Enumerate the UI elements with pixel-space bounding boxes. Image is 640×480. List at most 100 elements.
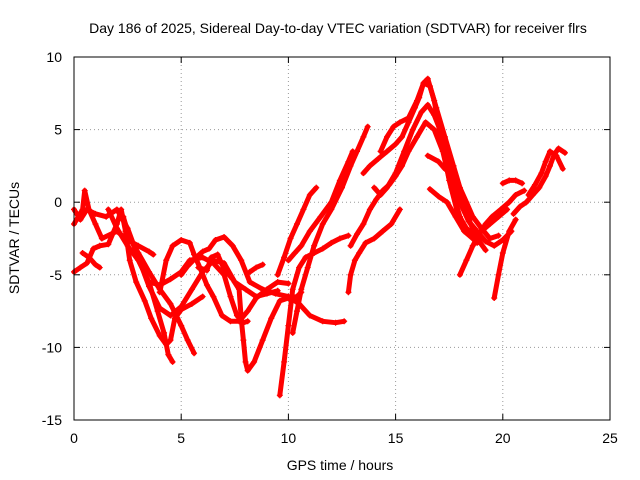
data-point xyxy=(285,280,292,287)
data-point xyxy=(77,264,84,271)
data-point xyxy=(450,162,457,169)
data-point xyxy=(193,254,200,261)
data-point xyxy=(546,148,553,155)
y-tick-label: 10 xyxy=(46,49,62,65)
data-point xyxy=(169,242,176,249)
data-point xyxy=(178,236,185,243)
data-point xyxy=(390,123,397,130)
data-point xyxy=(414,97,421,104)
x-tick-label: 15 xyxy=(388,430,404,446)
series-arc-4 xyxy=(79,250,103,271)
data-point xyxy=(184,337,191,344)
data-point xyxy=(360,133,367,140)
data-point xyxy=(146,279,153,286)
data-point xyxy=(422,119,429,126)
data-point xyxy=(512,216,519,223)
data-point xyxy=(287,235,294,242)
data-point xyxy=(124,242,131,249)
series-arc-26 xyxy=(510,145,568,217)
data-point xyxy=(246,268,253,275)
data-point xyxy=(424,152,431,159)
data-point xyxy=(377,191,384,198)
series-line xyxy=(500,177,525,186)
data-point xyxy=(86,254,93,261)
data-point xyxy=(542,158,549,165)
x-axis-label: GPS time / hours xyxy=(287,457,394,473)
data-point xyxy=(354,148,361,155)
data-point xyxy=(221,265,228,272)
data-point xyxy=(227,293,234,300)
x-tick-label: 5 xyxy=(177,430,185,446)
data-point xyxy=(244,308,251,315)
series-arc-21 xyxy=(424,152,502,242)
data-point xyxy=(418,109,425,116)
x-tick-label: 20 xyxy=(495,430,511,446)
data-point xyxy=(199,254,206,261)
data-point xyxy=(399,133,406,140)
data-point xyxy=(311,242,318,249)
data-point xyxy=(161,329,168,336)
data-point xyxy=(199,248,206,255)
data-point xyxy=(298,242,305,249)
data-point xyxy=(441,165,448,172)
series-arc-25 xyxy=(499,177,526,187)
series-arc-27 xyxy=(525,148,566,198)
data-point xyxy=(306,228,313,235)
y-tick-label: -5 xyxy=(50,267,63,283)
data-point xyxy=(214,251,221,258)
data-point xyxy=(345,289,352,296)
data-point xyxy=(351,257,358,264)
data-point xyxy=(90,245,97,252)
data-point xyxy=(86,206,93,213)
data-point xyxy=(424,101,431,108)
data-point xyxy=(379,228,386,235)
data-point xyxy=(259,337,266,344)
data-point xyxy=(519,180,526,187)
data-point xyxy=(362,239,369,246)
data-point xyxy=(371,184,378,191)
data-point xyxy=(499,180,506,187)
series-arc-16 xyxy=(345,206,403,296)
data-point xyxy=(347,162,354,169)
data-point xyxy=(441,133,448,140)
series-line xyxy=(425,153,501,241)
data-point xyxy=(366,162,373,169)
data-point xyxy=(126,235,133,242)
data-point xyxy=(392,170,399,177)
data-point xyxy=(512,191,519,198)
data-point xyxy=(384,148,391,155)
series-line xyxy=(511,146,568,217)
data-point xyxy=(495,232,502,239)
data-point xyxy=(210,293,217,300)
data-point xyxy=(163,257,170,264)
data-point xyxy=(392,141,399,148)
data-point xyxy=(366,206,373,213)
data-point xyxy=(542,173,549,180)
series-arc-9 xyxy=(178,234,348,326)
data-point xyxy=(516,203,523,210)
data-point xyxy=(281,254,288,261)
data-point xyxy=(469,242,476,249)
data-point xyxy=(538,170,545,177)
data-point xyxy=(218,312,225,319)
data-point xyxy=(242,358,249,365)
data-point xyxy=(495,271,502,278)
data-point xyxy=(79,250,86,257)
data-point xyxy=(236,286,243,293)
data-point xyxy=(426,83,433,90)
data-point xyxy=(482,220,489,227)
data-point xyxy=(448,170,455,177)
data-point xyxy=(328,239,335,246)
data-point xyxy=(150,251,157,258)
data-point xyxy=(167,312,174,319)
data-point xyxy=(298,286,305,293)
data-point xyxy=(199,293,206,300)
data-point xyxy=(154,308,161,315)
data-point xyxy=(491,295,498,302)
data-point xyxy=(396,119,403,126)
data-point xyxy=(167,337,174,344)
data-point xyxy=(461,228,468,235)
data-point xyxy=(135,250,142,257)
data-point xyxy=(92,220,99,227)
data-point xyxy=(293,308,300,315)
